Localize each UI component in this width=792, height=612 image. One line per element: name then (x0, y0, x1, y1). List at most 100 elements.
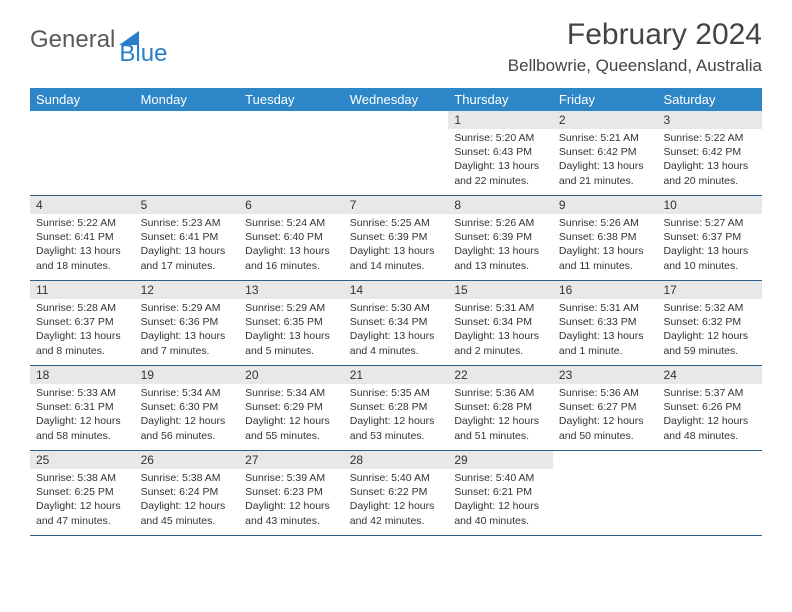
weekday-header: Sunday (30, 88, 135, 111)
day-number: 3 (657, 111, 762, 129)
day-body: Sunrise: 5:31 AMSunset: 6:34 PMDaylight:… (448, 299, 553, 362)
day-number: 13 (239, 281, 344, 299)
day-cell: 21Sunrise: 5:35 AMSunset: 6:28 PMDayligh… (344, 366, 449, 450)
sunset-line: Sunset: 6:37 PM (663, 230, 756, 244)
day-cell (657, 451, 762, 535)
day-number: 12 (135, 281, 240, 299)
day-cell: 28 Sunrise: 5:40 AMSunset: 6:22 PMDayligh… (344, 451, 449, 535)
sunrise-line: Sunrise: 5:40 AM (350, 471, 443, 485)
day-number: 14 (344, 281, 449, 299)
day-cell: 4Sunrise: 5:22 AMSunset: 6:41 PMDaylight… (30, 196, 135, 280)
day-number: 8 (448, 196, 553, 214)
header: General Blue February 2024 Bellbowrie, Q… (30, 18, 762, 76)
day-number: 24 (657, 366, 762, 384)
weekday-header-row: SundayMondayTuesdayWednesdayThursdayFrid… (30, 88, 762, 111)
day-cell: 8Sunrise: 5:26 AMSunset: 6:39 PMDaylight… (448, 196, 553, 280)
day-cell: 24Sunrise: 5:37 AMSunset: 6:26 PMDayligh… (657, 366, 762, 450)
weekday-header: Friday (553, 88, 658, 111)
sunrise-line: Sunrise: 5:36 AM (454, 386, 547, 400)
day-number: 22 (448, 366, 553, 384)
sunrise-line: Sunrise: 5:31 AM (559, 301, 652, 315)
day-body: Sunrise: 5:38 AMSunset: 6:24 PMDaylight:… (135, 469, 240, 532)
day-number: 15 (448, 281, 553, 299)
weekday-header: Tuesday (239, 88, 344, 111)
day-body: Sunrise: 5:26 AMSunset: 6:38 PMDaylight:… (553, 214, 658, 277)
sunset-line: Sunset: 6:31 PM (36, 400, 129, 414)
day-number: 1 (448, 111, 553, 129)
daylight-line: Daylight: 13 hours and 5 minutes. (245, 329, 338, 357)
week-row: 11Sunrise: 5:28 AMSunset: 6:37 PMDayligh… (30, 281, 762, 366)
day-cell: 7Sunrise: 5:25 AMSunset: 6:39 PMDaylight… (344, 196, 449, 280)
day-cell: 22Sunrise: 5:36 AMSunset: 6:28 PMDayligh… (448, 366, 553, 450)
day-body: Sunrise: 5:38 AMSunset: 6:25 PMDaylight:… (30, 469, 135, 532)
weekday-header: Thursday (448, 88, 553, 111)
daylight-line: Daylight: 13 hours and 21 minutes. (559, 159, 652, 187)
day-number: 26 (135, 451, 240, 469)
sunset-line: Sunset: 6:36 PM (141, 315, 234, 329)
day-cell: 18Sunrise: 5:33 AMSunset: 6:31 PMDayligh… (30, 366, 135, 450)
sunrise-line: Sunrise: 5:37 AM (663, 386, 756, 400)
sunset-line: Sunset: 6:39 PM (350, 230, 443, 244)
daylight-line: Daylight: 12 hours and 42 minutes. (350, 499, 443, 527)
daylight-line: Daylight: 13 hours and 20 minutes. (663, 159, 756, 187)
day-body: Sunrise: 5:28 AMSunset: 6:37 PMDaylight:… (30, 299, 135, 362)
sunset-line: Sunset: 6:39 PM (454, 230, 547, 244)
sunset-line: Sunset: 6:43 PM (454, 145, 547, 159)
daylight-line: Daylight: 12 hours and 58 minutes. (36, 414, 129, 442)
sunrise-line: Sunrise: 5:36 AM (559, 386, 652, 400)
day-cell (344, 111, 449, 195)
day-cell: 16Sunrise: 5:31 AMSunset: 6:33 PMDayligh… (553, 281, 658, 365)
location-label: Bellbowrie, Queensland, Australia (508, 56, 762, 76)
sunset-line: Sunset: 6:35 PM (245, 315, 338, 329)
daylight-line: Daylight: 12 hours and 43 minutes. (245, 499, 338, 527)
daylight-line: Daylight: 13 hours and 2 minutes. (454, 329, 547, 357)
day-cell (135, 111, 240, 195)
day-cell: 3Sunrise: 5:22 AMSunset: 6:42 PMDaylight… (657, 111, 762, 195)
day-number: 9 (553, 196, 658, 214)
sunrise-line: Sunrise: 5:26 AM (559, 216, 652, 230)
day-number: 29 (448, 451, 553, 469)
sunset-line: Sunset: 6:28 PM (350, 400, 443, 414)
brand-logo: General Blue (30, 18, 193, 54)
daylight-line: Daylight: 13 hours and 18 minutes. (36, 244, 129, 272)
daylight-line: Daylight: 12 hours and 48 minutes. (663, 414, 756, 442)
sunrise-line: Sunrise: 5:32 AM (663, 301, 756, 315)
sunrise-line: Sunrise: 5:23 AM (141, 216, 234, 230)
day-body: Sunrise: 5:36 AMSunset: 6:27 PMDaylight:… (553, 384, 658, 447)
sunset-line: Sunset: 6:28 PM (454, 400, 547, 414)
day-number: 7 (344, 196, 449, 214)
daylight-line: Daylight: 12 hours and 40 minutes. (454, 499, 547, 527)
title-block: February 2024 Bellbowrie, Queensland, Au… (508, 18, 762, 76)
daylight-line: Daylight: 12 hours and 55 minutes. (245, 414, 338, 442)
day-cell: 10Sunrise: 5:27 AMSunset: 6:37 PMDayligh… (657, 196, 762, 280)
sunrise-line: Sunrise: 5:35 AM (350, 386, 443, 400)
sunrise-line: Sunrise: 5:24 AM (245, 216, 338, 230)
sunrise-line: Sunrise: 5:20 AM (454, 131, 547, 145)
daylight-line: Daylight: 13 hours and 8 minutes. (36, 329, 129, 357)
weekday-header: Saturday (657, 88, 762, 111)
daylight-line: Daylight: 13 hours and 22 minutes. (454, 159, 547, 187)
daylight-line: Daylight: 13 hours and 17 minutes. (141, 244, 234, 272)
day-cell: 11Sunrise: 5:28 AMSunset: 6:37 PMDayligh… (30, 281, 135, 365)
day-body: Sunrise: 5:25 AMSunset: 6:39 PMDaylight:… (344, 214, 449, 277)
brand-part2: Blue (119, 40, 167, 67)
day-body: Sunrise: 5:34 AMSunset: 6:30 PMDaylight:… (135, 384, 240, 447)
day-number: 11 (30, 281, 135, 299)
daylight-line: Daylight: 13 hours and 14 minutes. (350, 244, 443, 272)
day-cell: 9Sunrise: 5:26 AMSunset: 6:38 PMDaylight… (553, 196, 658, 280)
sunset-line: Sunset: 6:41 PM (36, 230, 129, 244)
sunset-line: Sunset: 6:40 PM (245, 230, 338, 244)
daylight-line: Daylight: 13 hours and 13 minutes. (454, 244, 547, 272)
day-number: 27 (239, 451, 344, 469)
sunset-line: Sunset: 6:41 PM (141, 230, 234, 244)
sunset-line: Sunset: 6:42 PM (559, 145, 652, 159)
sunrise-line: Sunrise: 5:38 AM (141, 471, 234, 485)
day-number: 28 (344, 451, 449, 469)
sunset-line: Sunset: 6:30 PM (141, 400, 234, 414)
day-cell: 12Sunrise: 5:29 AMSunset: 6:36 PMDayligh… (135, 281, 240, 365)
sunset-line: Sunset: 6:22 PM (350, 485, 443, 499)
daylight-line: Daylight: 13 hours and 16 minutes. (245, 244, 338, 272)
day-number: 21 (344, 366, 449, 384)
daylight-line: Daylight: 13 hours and 10 minutes. (663, 244, 756, 272)
week-row: 18Sunrise: 5:33 AMSunset: 6:31 PMDayligh… (30, 366, 762, 451)
